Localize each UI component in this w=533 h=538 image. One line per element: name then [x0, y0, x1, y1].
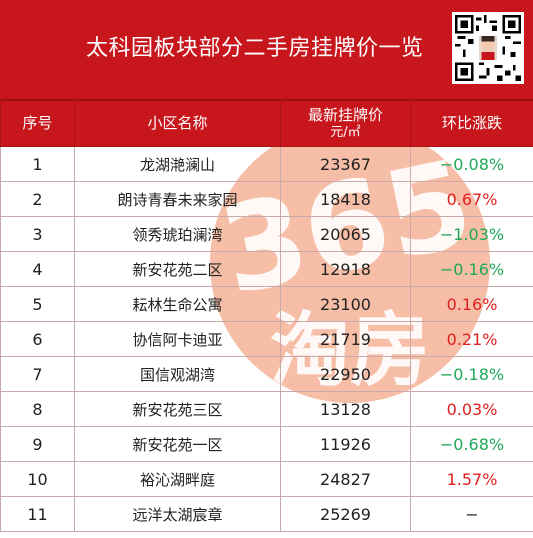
table-row: 4 新安花苑二区 12918 −0.16% — [0, 251, 533, 287]
row-name: 新安花苑三区 — [74, 391, 281, 427]
row-price: 12918 — [280, 251, 411, 287]
row-price: 11926 — [280, 426, 411, 462]
row-index: 8 — [0, 391, 75, 427]
row-index: 1 — [0, 146, 75, 182]
row-name: 国信观湖湾 — [74, 356, 281, 392]
price-table: 序号 小区名称 最新挂牌价 元/㎡ 环比涨跌 1 龙湖滟澜山 23367 −0.08%… — [0, 100, 533, 532]
row-change: −0.68% — [410, 426, 533, 462]
table-row: 8 新安花苑三区 13128 0.03% — [0, 391, 533, 427]
row-change: −0.16% — [410, 251, 533, 287]
table-row: 7 国信观湖湾 22950 −0.18% — [0, 356, 533, 392]
header-change: 环比涨跌 — [410, 100, 533, 147]
qr-code-icon[interactable] — [452, 12, 524, 84]
row-name: 龙湖滟澜山 — [74, 146, 281, 182]
header-price-label: 最新挂牌价 — [307, 105, 383, 124]
page-title: 太科园板块部分二手房挂牌价一览 — [86, 36, 424, 61]
table-row: 9 新安花苑一区 11926 −0.68% — [0, 426, 533, 462]
header-price-unit: 元/㎡ — [330, 124, 361, 140]
row-price: 25269 — [280, 496, 411, 532]
row-change: 0.16% — [410, 286, 533, 322]
row-change: −0.08% — [410, 146, 533, 182]
row-name: 耘林生命公寓 — [74, 286, 281, 322]
row-index: 6 — [0, 321, 75, 357]
row-change: 1.57% — [410, 461, 533, 497]
table-row: 2 朗诗青春未来家园 18418 0.67% — [0, 181, 533, 217]
row-change: 0.21% — [410, 321, 533, 357]
row-index: 9 — [0, 426, 75, 462]
row-price: 23100 — [280, 286, 411, 322]
table-row: 10 裕沁湖畔庭 24827 1.57% — [0, 461, 533, 497]
row-index: 2 — [0, 181, 75, 217]
row-name: 新安花苑一区 — [74, 426, 281, 462]
row-name: 远洋太湖宸章 — [74, 496, 281, 532]
table-row: 1 龙湖滟澜山 23367 −0.08% — [0, 146, 533, 182]
row-index: 7 — [0, 356, 75, 392]
row-price: 18418 — [280, 181, 411, 217]
row-index: 11 — [0, 496, 75, 532]
row-change: −0.18% — [410, 356, 533, 392]
row-price: 20065 — [280, 216, 411, 252]
row-name: 裕沁湖畔庭 — [74, 461, 281, 497]
row-price: 21719 — [280, 321, 411, 357]
row-change: −1.03% — [410, 216, 533, 252]
title-banner: 太科园板块部分二手房挂牌价一览 — [0, 0, 533, 100]
row-name: 朗诗青春未来家园 — [74, 181, 281, 217]
row-change: 0.67% — [410, 181, 533, 217]
table-body: 1 龙湖滟澜山 23367 −0.08% 2 朗诗青春未来家园 18418 0.67% 3 领秀琥… — [0, 146, 533, 532]
table-header-row: 序号 小区名称 最新挂牌价 元/㎡ 环比涨跌 — [0, 100, 533, 147]
row-name: 协信阿卡迪亚 — [74, 321, 281, 357]
table-row: 3 领秀琥珀澜湾 20065 −1.03% — [0, 216, 533, 252]
row-name: 新安花苑二区 — [74, 251, 281, 287]
row-index: 4 — [0, 251, 75, 287]
header-price: 最新挂牌价 元/㎡ — [280, 100, 411, 147]
header-index: 序号 — [0, 100, 75, 147]
table-row: 11 远洋太湖宸章 25269− — [0, 496, 533, 532]
row-price: 23367 — [280, 146, 411, 182]
row-index: 5 — [0, 286, 75, 322]
row-name: 领秀琥珀澜湾 — [74, 216, 281, 252]
row-index: 3 — [0, 216, 75, 252]
row-price: 24827 — [280, 461, 411, 497]
table-row: 5 耘林生命公寓 23100 0.16% — [0, 286, 533, 322]
table-row: 6 协信阿卡迪亚 21719 0.21% — [0, 321, 533, 357]
row-price: 22950 — [280, 356, 411, 392]
header-name: 小区名称 — [74, 100, 281, 147]
row-price: 13128 — [280, 391, 411, 427]
row-change: 0.03% — [410, 391, 533, 427]
row-index: 10 — [0, 461, 75, 497]
row-change: − — [410, 496, 533, 532]
